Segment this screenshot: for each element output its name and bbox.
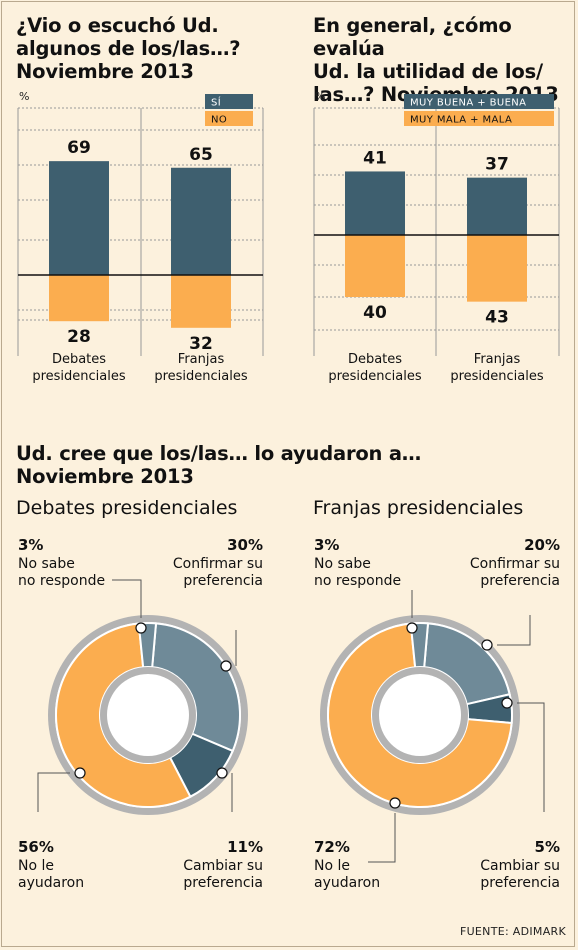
donut1-callout-line-2 [37,772,70,812]
donut1-callout-dot-2 [74,767,86,779]
chart2-title-line-2: Ud. la utilidad de los/ [313,60,543,83]
chart1-data-label-1-0: 28 [67,327,91,347]
donut1-center-hole [107,674,189,756]
chart2-category-label-1-0: Franjas [474,352,521,367]
chart1-title-line-3: Noviembre 2013 [16,60,194,83]
donut1-pct-label-1: 11% [227,838,263,856]
donut2-pct-label-2: 72% [314,838,350,856]
chart1-category-label-0-1: presidenciales [32,369,126,384]
donut2-callout-line-0 [497,615,531,646]
chart2-legend-swatch-1 [404,111,554,126]
donut1-slice-label-0-0: Confirmar su [173,556,263,572]
donut1-slice-label-3-1: no responde [18,573,105,589]
donut-title-line-1: Ud. cree que los/las… lo ayudaron a… [16,442,422,465]
chart1-category-label-0-0: Debates [52,352,106,367]
source-note: FUENTE: ADIMARK [459,925,566,938]
donut2-callout-dot-3 [406,622,418,634]
chart1-category-label-1-1: presidenciales [154,369,248,384]
donut2-subtitle: Franjas presidenciales [313,497,524,519]
donut2-callout-dot-1 [501,697,513,709]
chart1-unit-label: % [19,90,29,103]
chart2-bar-positive-1 [467,177,527,235]
donut2-slice-label-0-1: preferencia [480,573,560,589]
chart2-data-label-1-0: 40 [363,303,387,323]
donut1-slice-label-1-0: Cambiar su [183,858,263,874]
chart2-legend-label-1: MUY MALA + MALA [410,115,512,126]
donut2-pct-label-0: 20% [524,536,560,554]
donut2-pct-label-1: 5% [535,838,560,856]
chart1-bar-negative-1 [171,275,231,328]
chart1-legend-swatch-1 [205,111,253,126]
donut1-slice-label-1-1: preferencia [183,875,263,891]
chart1-data-label-1-1: 32 [189,334,213,354]
donut1-pct-label-3: 3% [18,536,43,554]
chart1-title-line-2: algunos de los/las…? [16,37,241,60]
chart2-bar-positive-0 [345,171,405,235]
donut2-pct-label-3: 3% [314,536,339,554]
donut1-slice-label-2-1: ayudaron [18,875,84,891]
donut1-slice-label-2-0: No le [18,858,54,874]
donut2-callout-dot-0 [481,639,493,651]
donut1-slice-label-0-1: preferencia [183,573,263,589]
chart2-data-label-0-1: 37 [485,155,509,175]
chart2-bar-negative-1 [467,235,527,302]
donut1-callout-line-3 [112,579,142,618]
chart1-bar-positive-1 [171,167,231,275]
chart1-legend-swatch-0 [205,94,253,109]
chart2-bar-negative-0 [345,235,405,297]
donut1-subtitle: Debates presidenciales [16,497,238,519]
donut1-pct-label-2: 56% [18,838,54,856]
chart1-data-label-0-0: 69 [67,138,91,158]
donut2-callout-line-2 [368,813,396,863]
chart2-category-label-0-0: Debates [348,352,402,367]
chart2-unit-label: % [315,90,325,103]
donut1-callout-dot-3 [135,622,147,634]
chart1-title-line-1: ¿Vio o escuchó Ud. [16,14,219,37]
donut1-callout-dot-0 [220,660,232,672]
chart1-category-label-1-0: Franjas [178,352,225,367]
donut-section-title: Ud. cree que los/las… lo ayudaron a… Nov… [16,442,421,488]
donut-title-line-2: Noviembre 2013 [16,465,194,488]
chart1-title: ¿Vio o escuchó Ud. algunos de los/las…? … [16,14,241,83]
chart2-category-label-0-1: presidenciales [328,369,422,384]
chart2-data-label-1-1: 43 [485,308,509,328]
chart2-title-line-1: En general, ¿cómo evalúa [313,14,512,60]
chart1-legend-label-0: SÍ [211,96,221,109]
chart1-bar-negative-0 [49,275,109,322]
chart2-legend-label-0: MUY BUENA + BUENA [410,98,526,109]
chart2-legend-swatch-0 [404,94,554,109]
donut2-slice-label-0-0: Confirmar su [470,556,560,572]
donut2-callout-line-1 [517,702,545,812]
donut2-slice-label-1-0: Cambiar su [480,858,560,874]
donut1-pct-label-0: 30% [227,536,263,554]
donut2-slice-label-1-1: preferencia [480,875,560,891]
donut1-callout-dot-1 [216,767,228,779]
chart1-legend-label-1: NO [211,115,227,126]
donut2-callout-dot-2 [389,797,401,809]
donut1-slice-label-3-0: No sabe [18,556,75,572]
donut2-slice-label-2-0: No le [314,858,350,874]
donut2-slice-label-3-1: no responde [314,573,401,589]
chart2-category-label-1-1: presidenciales [450,369,544,384]
donut2-slice-label-3-0: No sabe [314,556,371,572]
donut2-center-hole [379,674,461,756]
chart2-data-label-0-0: 41 [363,148,387,168]
donut2-slice-label-2-1: ayudaron [314,875,380,891]
chart1-bar-positive-0 [49,161,109,275]
chart1-data-label-0-1: 65 [189,145,213,165]
